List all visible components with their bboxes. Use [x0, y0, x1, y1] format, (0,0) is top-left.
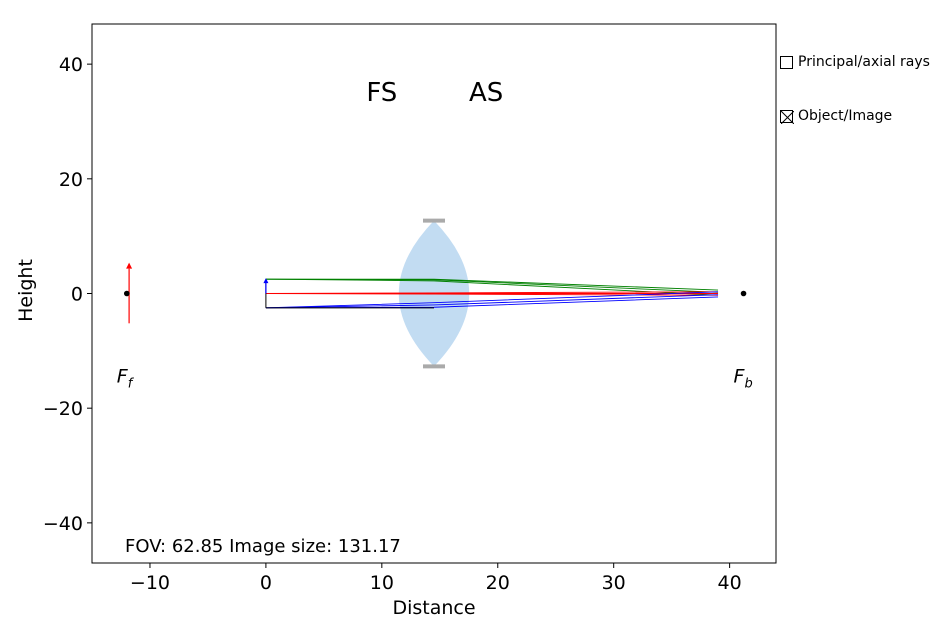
focal-point-label: Fb: [734, 365, 753, 391]
x-tick-label: 10: [370, 572, 394, 594]
y-tick-label: −40: [43, 513, 83, 535]
ray-lower: [265, 291, 719, 309]
principal-axial-label: Principal/axial rays: [798, 54, 930, 70]
ray-lower: [265, 294, 719, 309]
ray-layer: [265, 278, 719, 309]
x-tick-label: 20: [486, 572, 510, 594]
object-image-label: Object/Image: [798, 108, 893, 124]
tick-layer: −10 0 10 20 30 40 −40 −20 0 20 40: [43, 54, 742, 594]
x-tick-label: −10: [130, 572, 170, 594]
object-image-checkbox[interactable]: Object/Image: [780, 108, 892, 124]
x-tick-label: 40: [718, 572, 742, 594]
stop-label: FS: [366, 78, 397, 108]
checkbox-unchecked-icon[interactable]: [780, 55, 793, 69]
y-tick-label: −20: [43, 398, 83, 420]
ray-axial: [265, 293, 719, 296]
ray-upper: [265, 278, 719, 291]
ray-upper: [265, 278, 719, 296]
principal-axial-checkbox[interactable]: Principal/axial rays: [780, 54, 930, 70]
marker-layer: Ff Fb FS AS: [117, 78, 753, 392]
checkbox-checked-icon[interactable]: [780, 109, 794, 124]
x-tick-label: 0: [260, 572, 272, 594]
object-arrowhead: [263, 278, 269, 284]
y-tick-label: 0: [71, 284, 83, 306]
y-axis-label: Height: [15, 259, 37, 322]
x-axis-label: Distance: [392, 597, 475, 619]
focal-point-marker: [123, 290, 130, 297]
stop-label: AS: [469, 78, 503, 108]
y-tick-label: 40: [59, 54, 83, 76]
focal-point-label: Ff: [117, 365, 135, 391]
text-layer: Distance Height FOV: 62.85 Image size: 1…: [15, 259, 476, 619]
y-tick-label: 20: [59, 169, 83, 191]
focal-point-marker: [740, 290, 747, 297]
image-arrowhead: [126, 262, 133, 269]
x-tick-label: 30: [602, 572, 626, 594]
fov-info-text: FOV: 62.85 Image size: 131.17: [125, 536, 401, 557]
